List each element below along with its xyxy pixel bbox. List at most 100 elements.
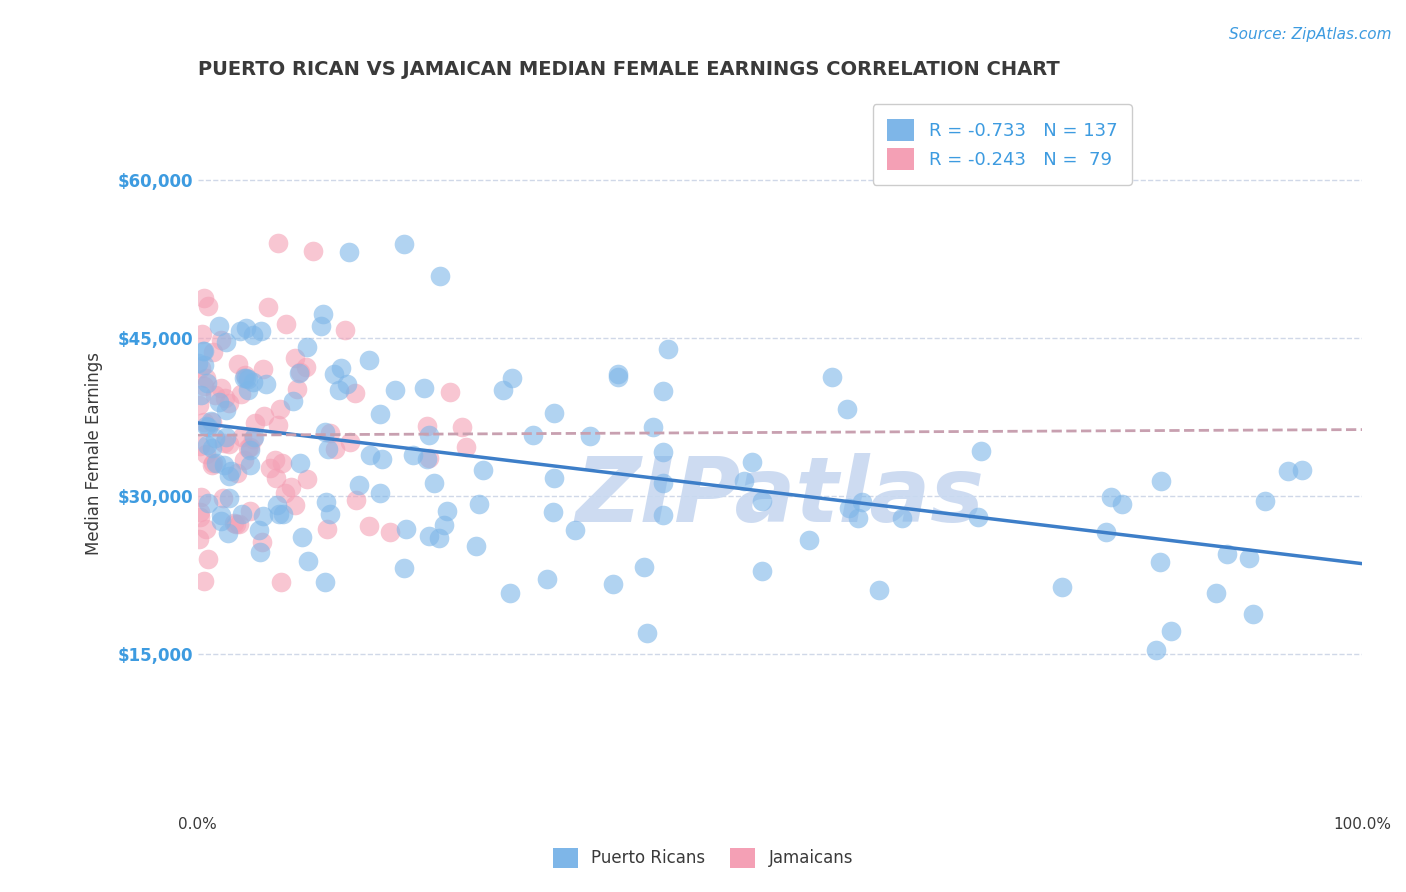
Point <box>418 450 440 465</box>
Point <box>247 524 270 538</box>
Point <box>318 442 340 457</box>
Point <box>208 319 231 334</box>
Point <box>1144 643 1167 657</box>
Point <box>197 420 219 434</box>
Point <box>231 430 253 444</box>
Point <box>188 398 211 412</box>
Point <box>287 366 309 380</box>
Point <box>250 324 273 338</box>
Point <box>280 480 302 494</box>
Point <box>195 376 218 390</box>
Point <box>197 299 219 313</box>
Point <box>238 384 260 398</box>
Point <box>205 457 228 471</box>
Point <box>238 372 260 386</box>
Point <box>187 532 209 546</box>
Point <box>439 385 461 400</box>
Point <box>252 409 274 424</box>
Point <box>323 367 346 381</box>
Point <box>195 418 218 433</box>
Point <box>312 307 335 321</box>
Point <box>319 426 342 441</box>
Point <box>274 486 297 500</box>
Point <box>1277 464 1299 478</box>
Point <box>295 340 318 354</box>
Point <box>472 463 495 477</box>
Point <box>193 416 215 430</box>
Point <box>201 441 224 455</box>
Point <box>751 564 773 578</box>
Point <box>657 342 679 356</box>
Point <box>218 396 240 410</box>
Point <box>328 383 350 397</box>
Point <box>228 324 250 338</box>
Point <box>564 523 586 537</box>
Point <box>218 437 240 451</box>
Point <box>454 440 477 454</box>
Point <box>319 507 342 521</box>
Point <box>271 507 294 521</box>
Point <box>418 528 440 542</box>
Legend: R = -0.733   N = 137, R = -0.243   N =  79: R = -0.733 N = 137, R = -0.243 N = 79 <box>873 104 1132 185</box>
Point <box>1050 580 1073 594</box>
Point <box>214 436 236 450</box>
Point <box>395 522 418 536</box>
Point <box>835 401 858 416</box>
Point <box>212 458 235 473</box>
Point <box>433 517 456 532</box>
Point <box>851 495 873 509</box>
Point <box>1095 524 1118 539</box>
Point <box>202 457 225 471</box>
Point <box>259 460 281 475</box>
Point <box>188 509 211 524</box>
Point <box>193 343 215 358</box>
Point <box>225 516 247 531</box>
Point <box>344 493 367 508</box>
Point <box>891 511 914 525</box>
Y-axis label: Median Female Earnings: Median Female Earnings <box>86 352 103 556</box>
Point <box>451 420 474 434</box>
Point <box>200 458 222 472</box>
Point <box>641 420 664 434</box>
Point <box>416 452 439 467</box>
Point <box>187 357 209 371</box>
Point <box>498 585 520 599</box>
Point <box>384 383 406 397</box>
Point <box>314 425 336 439</box>
Point <box>359 448 381 462</box>
Point <box>235 371 257 385</box>
Point <box>256 300 278 314</box>
Point <box>1216 547 1239 561</box>
Point <box>401 448 423 462</box>
Point <box>436 504 458 518</box>
Point <box>267 236 290 251</box>
Point <box>1291 463 1313 477</box>
Point <box>416 419 439 434</box>
Point <box>285 382 308 396</box>
Point <box>263 453 285 467</box>
Point <box>344 385 367 400</box>
Point <box>323 442 346 456</box>
Point <box>252 509 274 524</box>
Point <box>239 503 262 517</box>
Point <box>315 495 337 509</box>
Point <box>208 395 231 409</box>
Point <box>751 493 773 508</box>
Point <box>536 572 558 586</box>
Text: ZIPatlas: ZIPatlas <box>575 453 984 541</box>
Point <box>233 368 256 382</box>
Point <box>543 406 565 420</box>
Point <box>797 533 820 548</box>
Point <box>194 371 217 385</box>
Point <box>209 334 232 348</box>
Point <box>243 417 266 431</box>
Point <box>357 518 380 533</box>
Point <box>1099 490 1122 504</box>
Point <box>413 381 436 395</box>
Point <box>1149 556 1171 570</box>
Point <box>249 545 271 559</box>
Point <box>215 402 238 417</box>
Point <box>820 369 842 384</box>
Point <box>209 508 232 522</box>
Point <box>868 583 890 598</box>
